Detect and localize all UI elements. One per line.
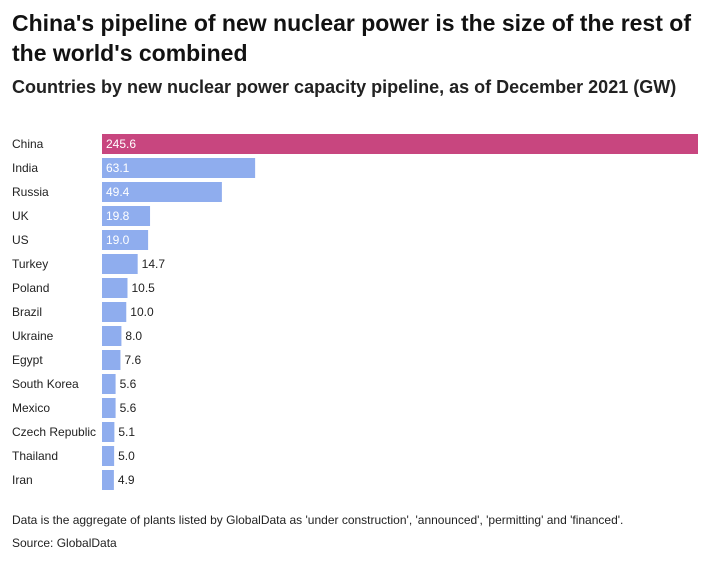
value-label: 14.7 — [142, 257, 166, 271]
bar — [102, 350, 121, 370]
value-label: 10.0 — [130, 305, 154, 319]
value-label: 245.6 — [106, 137, 136, 151]
bar — [102, 374, 116, 394]
value-label: 19.8 — [106, 209, 130, 223]
category-label: Turkey — [12, 257, 48, 271]
value-label: 5.6 — [120, 377, 137, 391]
bar-chart: China 245.6 India 63.1 Russia 49.4 UK 19.8 US 19.… — [12, 134, 698, 490]
category-label: Mexico — [12, 401, 50, 415]
value-label: 7.6 — [124, 353, 141, 367]
chart-subtitle: Countries by new nuclear power capacity … — [12, 77, 677, 97]
category-label: China — [12, 137, 44, 151]
category-label: South Korea — [12, 377, 79, 391]
chart-title: China's pipeline of new nuclear power is… — [12, 10, 691, 66]
category-label: Thailand — [12, 449, 58, 463]
value-label: 49.4 — [106, 185, 130, 199]
category-label: Russia — [12, 185, 49, 199]
category-label: Egypt — [12, 353, 43, 367]
bar — [102, 134, 698, 154]
bar — [102, 446, 115, 466]
bar — [102, 206, 151, 226]
value-label: 19.0 — [106, 233, 130, 247]
source-note: Source: GlobalData — [12, 536, 117, 550]
footnote: Data is the aggregate of plants listed b… — [12, 513, 624, 527]
value-label: 8.0 — [125, 329, 142, 343]
category-label: Iran — [12, 473, 33, 487]
bar — [102, 422, 115, 442]
category-label: Poland — [12, 281, 49, 295]
value-label: 5.6 — [120, 401, 137, 415]
bar — [102, 254, 138, 274]
value-label: 10.5 — [131, 281, 155, 295]
bar — [102, 182, 222, 202]
bar — [102, 470, 114, 490]
category-label: Ukraine — [12, 329, 54, 343]
value-label: 63.1 — [106, 161, 130, 175]
bar — [102, 278, 128, 298]
bar — [102, 158, 256, 178]
category-label: Czech Republic — [12, 425, 96, 439]
value-label: 5.1 — [118, 425, 135, 439]
value-label: 5.0 — [118, 449, 135, 463]
bar — [102, 326, 122, 346]
category-label: UK — [12, 209, 29, 223]
bar — [102, 398, 116, 418]
value-label: 4.9 — [118, 473, 135, 487]
bar — [102, 230, 149, 250]
bar — [102, 302, 127, 322]
category-label: Brazil — [12, 305, 42, 319]
category-label: US — [12, 233, 29, 247]
category-label: India — [12, 161, 38, 175]
